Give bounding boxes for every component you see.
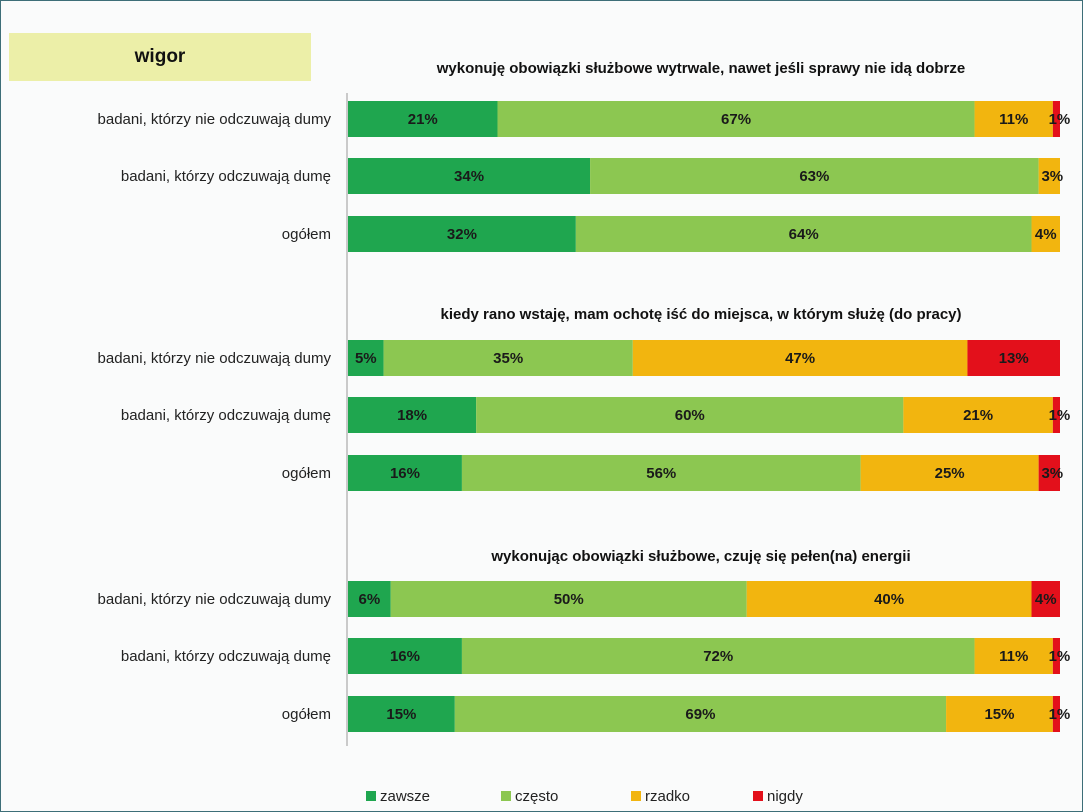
bar-segment-zawsze [348,581,391,617]
bar-segment-rzadko [946,696,1053,732]
row-label: ogółem [282,465,331,482]
data-label: 21% [963,407,993,424]
bar-segment-nigdy [967,340,1060,376]
data-label: 67% [721,111,751,128]
category-badge: wigor [9,33,311,81]
row-label: badani, którzy nie odczuwają dumy [98,350,332,367]
bar-segment-nigdy [1038,455,1060,491]
data-label: 56% [646,465,676,482]
bar-segment-rzadko [632,340,968,376]
bar-segment-często [476,397,904,433]
data-label: 1% [1049,648,1071,665]
data-label: 11% [999,648,1028,665]
bar-segment-zawsze [348,216,576,252]
data-label: 4% [1035,226,1057,243]
data-label: 6% [359,591,381,608]
data-label: 21% [408,111,438,128]
row-label: badani, którzy nie odczuwają dumy [98,591,332,608]
row-label: badani, którzy odczuwają dumę [121,168,331,185]
bar-segment-zawsze [348,158,591,194]
data-label: 32% [447,226,477,243]
data-label: 5% [355,350,377,367]
bar-segment-rzadko [1038,158,1060,194]
legend-label-rzadko: rzadko [645,788,690,805]
legend-label-nigdy: nigdy [767,788,803,805]
data-label: 1% [1049,706,1071,723]
data-label: 40% [874,591,904,608]
bar-segment-nigdy [1052,397,1060,433]
data-label: 13% [999,350,1029,367]
data-label: 15% [386,706,416,723]
data-label: 18% [397,407,427,424]
bar-segment-często [383,340,633,376]
bar-segment-zawsze [348,638,462,674]
bar-segment-zawsze [348,696,455,732]
data-label: 16% [390,465,420,482]
bar-group: kiedy rano wstaję, mam ochotę iść do mie… [98,306,1071,491]
data-label: 15% [984,706,1014,723]
data-label: 3% [1041,465,1063,482]
bar-segment-zawsze [348,455,462,491]
legend-swatch-rzadko [631,791,641,801]
bar-segment-często [461,638,975,674]
bar-segment-nigdy [1052,638,1060,674]
legend-label-zawsze: zawsze [380,788,430,805]
data-label: 1% [1049,111,1071,128]
data-label: 72% [703,648,733,665]
data-label: 60% [675,407,705,424]
data-label: 34% [454,168,484,185]
legend-swatch-nigdy [753,791,763,801]
bar-segment-często [590,158,1039,194]
data-label: 35% [493,350,523,367]
data-label: 3% [1041,168,1063,185]
row-label: badani, którzy odczuwają dumę [121,648,331,665]
data-label: 63% [799,168,829,185]
legend-swatch-zawsze [366,791,376,801]
group-title: wykonuję obowiązki służbowe wytrwale, na… [436,60,965,77]
bar-segment-zawsze [348,397,477,433]
data-label: 16% [390,648,420,665]
bar-segment-często [461,455,861,491]
bar-segment-rzadko [974,638,1053,674]
bar-segment-często [575,216,1032,252]
bar-segment-rzadko [860,455,1039,491]
bar-segment-nigdy [1052,101,1060,137]
bar-segment-często [454,696,947,732]
data-label: 50% [554,591,584,608]
group-title: kiedy rano wstaję, mam ochotę iść do mie… [440,306,961,323]
row-label: ogółem [282,706,331,723]
data-label: 25% [935,465,965,482]
row-label: badani, którzy nie odczuwają dumy [98,111,332,128]
row-label: ogółem [282,226,331,243]
bar-segment-rzadko [1031,216,1060,252]
legend-label-często: często [515,788,558,805]
bar-segment-rzadko [746,581,1032,617]
data-label: 64% [789,226,819,243]
bar-segment-nigdy [1031,581,1060,617]
bar-segment-często [497,101,975,137]
bar-group: wykonując obowiązki służbowe, czuję się … [98,548,1071,732]
legend: zawsze często rzadko nigdy [366,788,803,805]
data-label: 69% [685,706,715,723]
bar-group: wykonuję obowiązki służbowe wytrwale, na… [98,60,1071,252]
bar-segment-rzadko [974,101,1053,137]
bar-segment-zawsze [348,101,498,137]
data-label: 11% [999,111,1028,128]
group-title: wykonując obowiązki służbowe, czuję się … [490,548,910,565]
bar-segment-często [390,581,747,617]
bar-segment-rzadko [903,397,1053,433]
bar-segment-zawsze [348,340,384,376]
bar-segment-nigdy [1052,696,1060,732]
data-label: 1% [1049,407,1071,424]
legend-swatch-często [501,791,511,801]
data-label: 47% [785,350,815,367]
row-label: badani, którzy odczuwają dumę [121,407,331,424]
data-label: 4% [1035,591,1057,608]
